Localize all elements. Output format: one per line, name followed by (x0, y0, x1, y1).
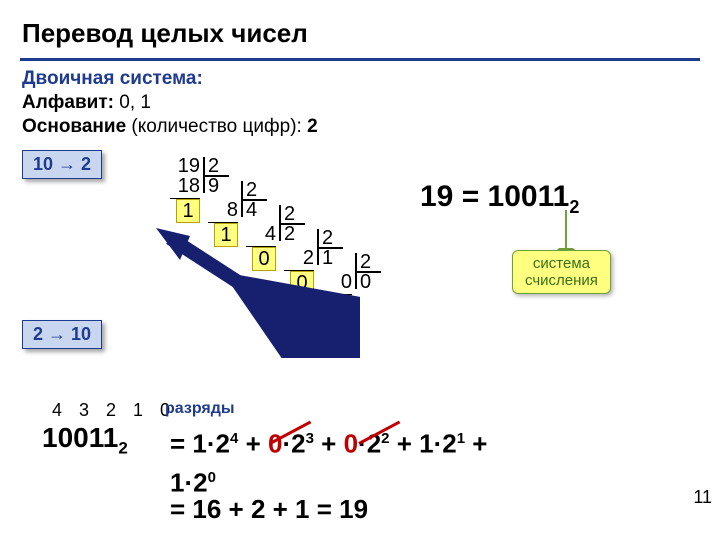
exp-plus: + (314, 429, 344, 459)
page-title: Перевод целых чисел (22, 18, 308, 49)
title-underline (20, 58, 700, 61)
base-label: Основание (22, 116, 126, 137)
remainder-3: 0 (252, 247, 276, 271)
result-text: 19 = 10011 (420, 180, 569, 213)
exp-t2-exp: 3 (306, 430, 314, 447)
subtrahend: 4 (246, 223, 276, 247)
tag-10-to-2: 10 → 2 (22, 150, 102, 179)
page-number: 11 (693, 487, 712, 508)
subtrahend: 18 (170, 175, 200, 199)
binary-value: 10011 (42, 422, 118, 453)
alphabet-value: 0, 1 (114, 92, 151, 113)
exp-t5-exp: 0 (208, 469, 216, 486)
quotient: 4 (246, 199, 257, 222)
remainder-1: 1 (176, 199, 200, 223)
base-value: 2 (307, 116, 318, 137)
tag-2-to-10: 2 → 10 (22, 320, 102, 349)
sum-line: = 16 + 2 + 1 = 19 (170, 494, 368, 525)
exp-t3-zero: 0 (344, 429, 358, 459)
remainder-2: 1 (214, 223, 238, 247)
subtitle-system: Двоичная система: (22, 68, 203, 90)
binary-sub: 2 (118, 439, 127, 458)
note-number-system: система счисления (512, 250, 611, 294)
exp-t4: 1·2 (419, 429, 457, 459)
note-line1: система (533, 255, 590, 272)
quotient: 0 (360, 271, 371, 294)
expansion-line: = 1·24 + 0·23 + 0·22 + 1·21 + 1·20 (170, 422, 680, 499)
remainder-4: 0 (290, 271, 314, 295)
quotient: 1 (322, 247, 333, 270)
exp-eq: = (170, 429, 192, 459)
digit-positions-label: разряды (165, 400, 235, 418)
subtrahend: 2 (284, 247, 314, 271)
exp-plus: + (465, 429, 487, 459)
exp-t4-exp: 1 (457, 430, 465, 447)
subtrahend: 0 (322, 271, 352, 295)
remainder-5: 1 (328, 295, 352, 319)
result-sub: 2 (569, 197, 579, 217)
quotient: 2 (284, 223, 295, 246)
result-equation: 19 = 100112 (420, 180, 579, 218)
quotient: 9 (208, 175, 219, 198)
alphabet-label: Алфавит: (22, 92, 114, 113)
exp-t1: 1·2 (192, 429, 230, 459)
digit-positions: 4 3 2 1 0 (52, 400, 176, 421)
binary-number: 100112 (42, 422, 128, 459)
note-connector (565, 210, 567, 250)
base-mid: (количество цифр): (126, 116, 307, 137)
exp-plus: + (238, 429, 268, 459)
slide: Перевод целых чисел Двоичная система: Ал… (0, 0, 720, 540)
subtrahend: 8 (208, 199, 238, 223)
note-line2: счисления (525, 272, 598, 289)
alphabet-line: Алфавит: 0, 1 (22, 92, 151, 114)
base-line: Основание (количество цифр): 2 (22, 116, 318, 138)
exp-plus: + (390, 429, 420, 459)
exp-t5: 1·2 (170, 467, 208, 497)
